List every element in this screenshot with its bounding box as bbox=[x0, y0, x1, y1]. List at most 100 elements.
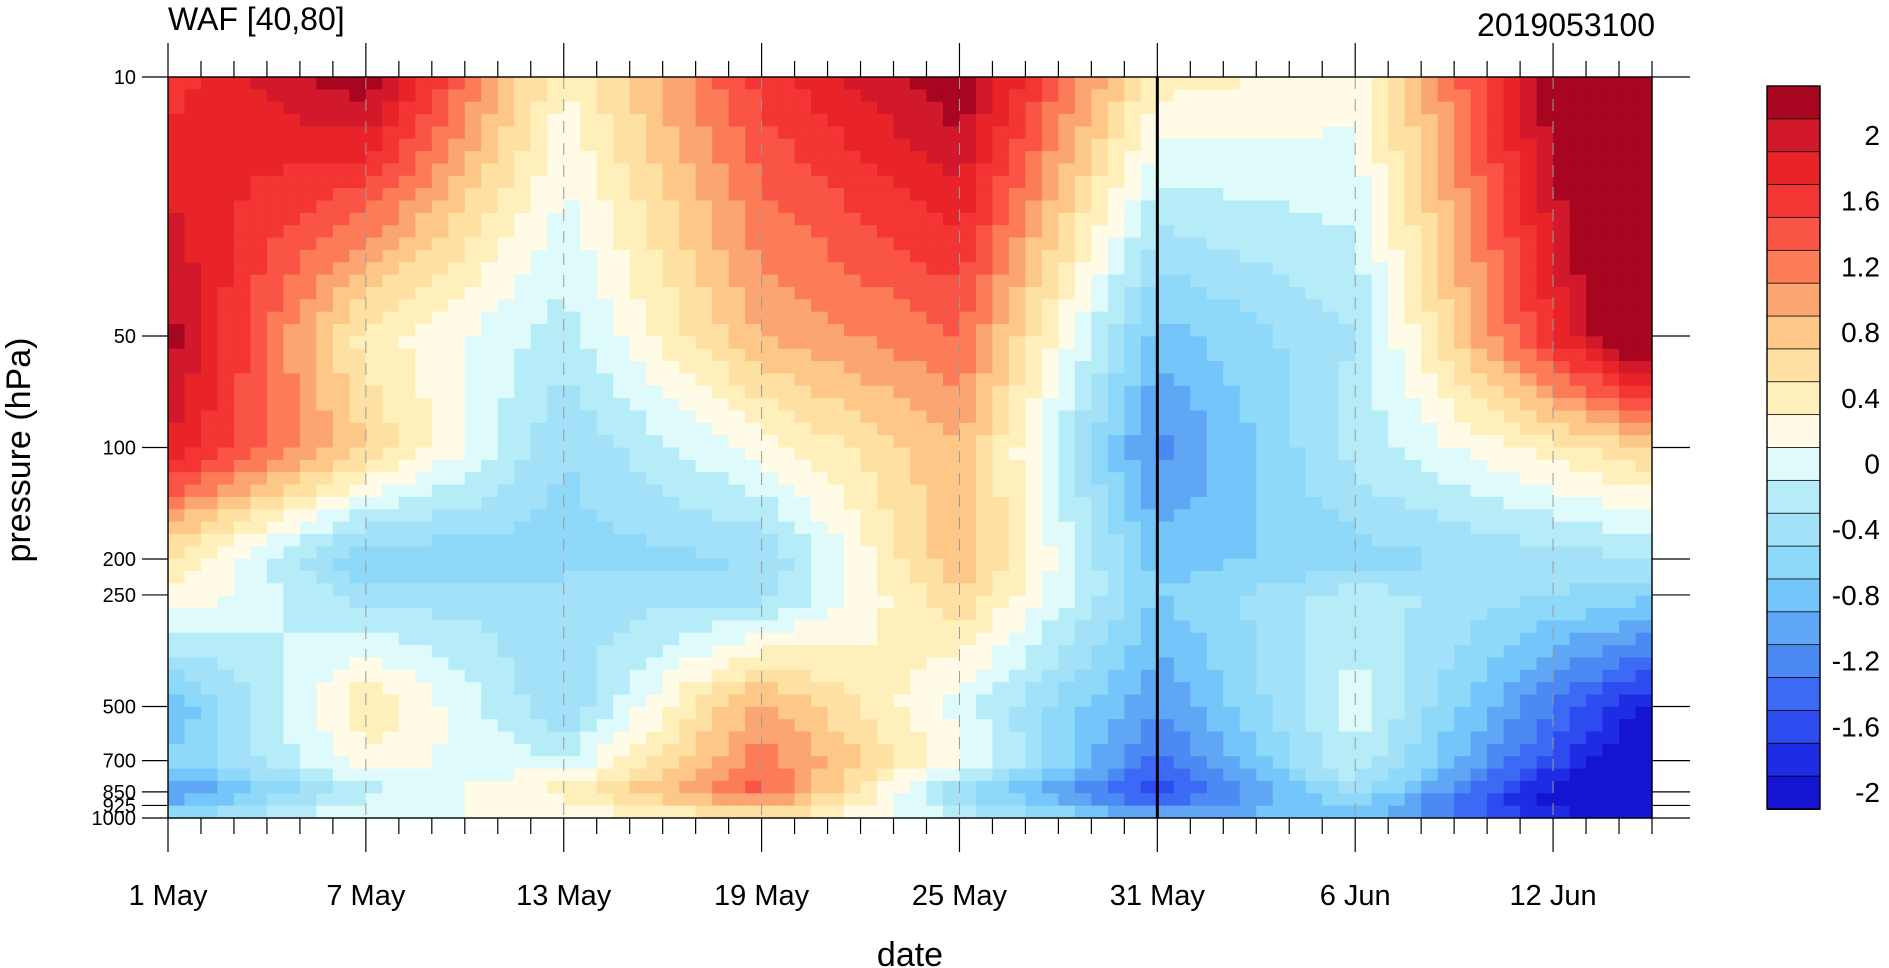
heatmap-cell bbox=[1074, 694, 1092, 708]
heatmap-cell bbox=[1239, 311, 1257, 325]
heatmap-cell bbox=[431, 743, 449, 757]
heatmap-cell bbox=[168, 682, 186, 696]
heatmap-cell bbox=[1173, 138, 1191, 152]
heatmap-cell bbox=[959, 311, 977, 325]
heatmap-cell bbox=[299, 225, 317, 239]
heatmap-cell bbox=[745, 447, 763, 461]
heatmap-cell bbox=[217, 274, 235, 288]
heatmap-cell bbox=[464, 632, 482, 646]
heatmap-cell bbox=[332, 706, 350, 720]
heatmap-cell bbox=[283, 299, 301, 313]
heatmap-cell bbox=[877, 620, 895, 634]
heatmap-cell bbox=[1635, 583, 1653, 597]
heatmap-cell bbox=[646, 571, 664, 584]
heatmap-cell bbox=[200, 620, 219, 634]
heatmap-cell bbox=[992, 336, 1010, 350]
heatmap-cell bbox=[233, 558, 252, 572]
heatmap-cell bbox=[1206, 410, 1224, 424]
heatmap-cell bbox=[629, 632, 647, 646]
heatmap-cell bbox=[1619, 509, 1637, 523]
heatmap-cell bbox=[1322, 138, 1340, 152]
heatmap-cell bbox=[926, 311, 944, 325]
heatmap-cell bbox=[1602, 175, 1620, 189]
heatmap-cell bbox=[761, 188, 779, 202]
heatmap-cell bbox=[1124, 533, 1142, 547]
heatmap-cell bbox=[233, 694, 252, 708]
heatmap-cell bbox=[1503, 719, 1521, 733]
heatmap-cell bbox=[679, 324, 697, 337]
heatmap-cell bbox=[1421, 237, 1439, 251]
heatmap-cell bbox=[860, 558, 878, 572]
heatmap-cell bbox=[1074, 249, 1092, 263]
heatmap-cell bbox=[975, 645, 994, 659]
heatmap-cell bbox=[1256, 126, 1274, 140]
heatmap-cell bbox=[827, 472, 845, 486]
heatmap-cell bbox=[431, 422, 449, 436]
heatmap-cell bbox=[1025, 212, 1043, 226]
heatmap-cell bbox=[613, 373, 631, 387]
heatmap-cell bbox=[217, 385, 235, 399]
heatmap-cell bbox=[530, 731, 548, 745]
heatmap-cell bbox=[1553, 484, 1571, 498]
heatmap-cell bbox=[1470, 101, 1488, 115]
heatmap-cell bbox=[332, 484, 350, 498]
heatmap-cell bbox=[1536, 731, 1554, 745]
heatmap-cell bbox=[794, 348, 812, 362]
heatmap-cell bbox=[613, 126, 631, 140]
heatmap-cell bbox=[613, 249, 631, 263]
heatmap-cell bbox=[778, 299, 796, 313]
heatmap-cell bbox=[1586, 632, 1604, 646]
heatmap-cell bbox=[662, 348, 680, 362]
heatmap-cell bbox=[1289, 484, 1307, 498]
heatmap-cell bbox=[1074, 706, 1092, 720]
heatmap-cell bbox=[1008, 743, 1027, 757]
heatmap-cell bbox=[761, 657, 779, 671]
heatmap-cell bbox=[497, 225, 515, 239]
heatmap-cell bbox=[827, 249, 845, 263]
heatmap-cell bbox=[844, 743, 862, 757]
heatmap-cell bbox=[761, 311, 779, 325]
heatmap-cell bbox=[942, 114, 961, 127]
heatmap-cell bbox=[184, 286, 202, 300]
heatmap-cell bbox=[1124, 101, 1142, 115]
heatmap-cell bbox=[811, 77, 829, 90]
heatmap-cell bbox=[910, 595, 928, 609]
heatmap-cell bbox=[860, 682, 878, 696]
heatmap-cell bbox=[250, 200, 268, 214]
heatmap-cell bbox=[1272, 299, 1290, 313]
heatmap-cell bbox=[926, 595, 944, 609]
heatmap-cell bbox=[1107, 422, 1125, 436]
heatmap-cell bbox=[1602, 200, 1620, 214]
heatmap-cell bbox=[975, 484, 994, 498]
heatmap-cell bbox=[827, 496, 845, 510]
heatmap-cell bbox=[1404, 533, 1422, 547]
heatmap-cell bbox=[431, 669, 449, 683]
heatmap-cell bbox=[464, 138, 482, 152]
heatmap-cell bbox=[266, 447, 285, 461]
heatmap-cell bbox=[547, 533, 565, 547]
heatmap-cell bbox=[448, 200, 466, 214]
heatmap-cell bbox=[382, 472, 400, 486]
heatmap-cell bbox=[1602, 422, 1620, 436]
heatmap-cell bbox=[1140, 632, 1158, 646]
heatmap-cell bbox=[1272, 620, 1290, 634]
heatmap-cell bbox=[1074, 595, 1092, 609]
heatmap-cell bbox=[1404, 422, 1422, 436]
heatmap-cell bbox=[1437, 77, 1455, 90]
heatmap-cell bbox=[1239, 212, 1257, 226]
heatmap-cell bbox=[959, 77, 977, 90]
heatmap-cell bbox=[250, 459, 268, 473]
heatmap-cell bbox=[184, 682, 202, 696]
heatmap-cell bbox=[1173, 212, 1191, 226]
heatmap-cell bbox=[712, 731, 730, 745]
heatmap-cell bbox=[349, 546, 367, 560]
heatmap-cell bbox=[1223, 743, 1241, 757]
heatmap-cell bbox=[629, 558, 647, 572]
heatmap-cell bbox=[1619, 484, 1637, 498]
heatmap-cell bbox=[1124, 731, 1142, 745]
heatmap-cell bbox=[1569, 571, 1587, 584]
heatmap-cell bbox=[497, 188, 515, 202]
heatmap-cell bbox=[398, 200, 416, 214]
heatmap-cell bbox=[1305, 645, 1323, 659]
heatmap-cell bbox=[1124, 620, 1142, 634]
